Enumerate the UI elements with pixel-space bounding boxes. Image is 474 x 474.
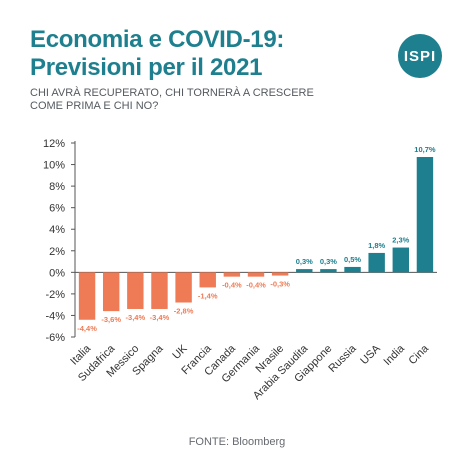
data-label: -4,4%	[77, 324, 97, 333]
category-label: Russia	[326, 342, 359, 375]
bar-nrasile	[271, 272, 289, 276]
chart-subtitle: CHI AVRÀ RECUPERATO, CHI TORNERÀ A CRESC…	[30, 87, 370, 113]
y-tick-label: -2%	[45, 289, 65, 301]
category-label: India	[382, 342, 408, 368]
bar-messico	[127, 272, 144, 309]
data-label: -3,6%	[101, 315, 121, 324]
title-line-1: Economia e COVID-19:	[30, 26, 285, 53]
source-note: FONTE: Bloomberg	[188, 436, 286, 448]
bar-spagna	[151, 272, 168, 309]
data-label: 1,8%	[368, 241, 385, 250]
data-label: -0,4%	[222, 281, 242, 290]
category-label: USA	[358, 342, 383, 367]
y-tick-label: 10%	[43, 160, 65, 172]
subtitle-line-1: CHI AVRÀ RECUPERATO, CHI TORNERÀ A CRESC…	[30, 87, 314, 99]
y-tick-label: -4%	[45, 310, 65, 322]
bar-germania	[247, 272, 265, 277]
data-label: -0,4%	[246, 281, 266, 290]
data-label: 2,3%	[392, 236, 409, 245]
data-label: -3,4%	[150, 313, 170, 322]
y-tick-label: 6%	[49, 203, 65, 215]
bar-usa	[368, 252, 385, 273]
category-label: Cina	[407, 342, 432, 367]
data-label: -1,4%	[198, 291, 218, 300]
data-label: -0,3%	[270, 280, 290, 289]
subtitle-line-2: COME PRIMA E CHI NO?	[30, 100, 159, 112]
bar-india	[392, 247, 410, 273]
bar-cina	[416, 157, 434, 273]
y-tick-label: 8%	[49, 181, 65, 193]
ispi-logo: ISPI	[398, 34, 442, 78]
logo-text: ISPI	[403, 47, 437, 65]
data-label: 10,7%	[414, 145, 436, 154]
bar-italia	[78, 272, 96, 320]
data-label: -3,4%	[126, 313, 146, 322]
data-label: 0,3%	[296, 257, 313, 266]
y-tick-label: -6%	[45, 332, 65, 344]
y-tick-label: 4%	[49, 224, 65, 236]
bar-giappone	[320, 269, 337, 273]
bar-francia	[199, 272, 216, 288]
data-label: -2,8%	[174, 307, 194, 316]
data-label: 0,5%	[344, 255, 361, 264]
chart-title: Economia e COVID-19: Previsioni per il 2…	[30, 26, 284, 82]
title-line-2: Previsioni per il 2021	[30, 54, 263, 81]
bar-uk	[175, 272, 192, 303]
y-tick-label: 0%	[49, 267, 65, 279]
data-label: 0,3%	[320, 257, 337, 266]
y-tick-label: 12%	[43, 138, 65, 150]
y-tick-label: 2%	[49, 246, 65, 258]
bar-russia	[344, 266, 361, 273]
bar-arabia-saudita	[296, 269, 313, 273]
category-label: UK	[170, 342, 190, 362]
bar-sudafrica	[102, 272, 120, 312]
bar-canada	[223, 272, 241, 277]
